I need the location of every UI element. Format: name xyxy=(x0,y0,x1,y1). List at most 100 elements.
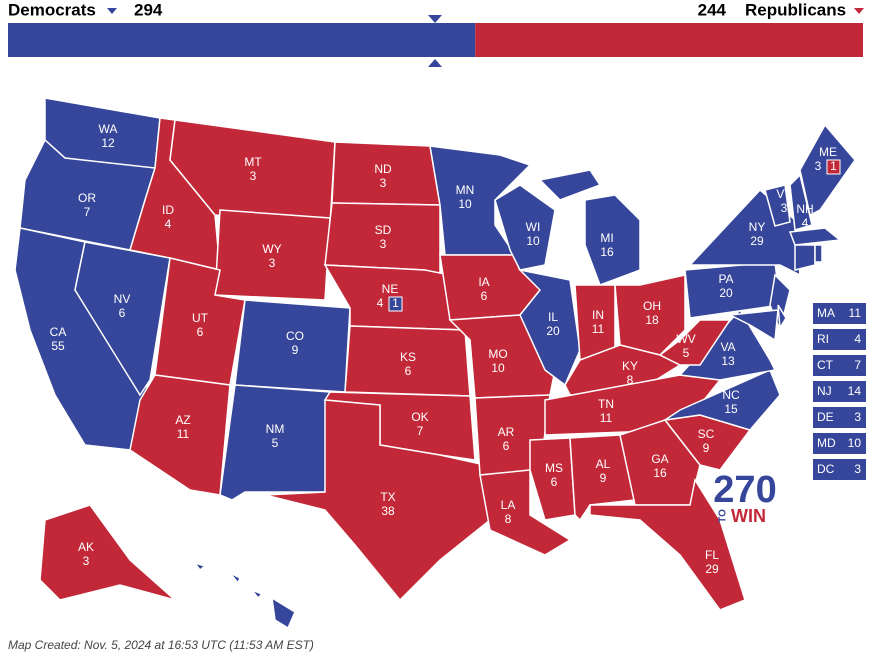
state-votes: 12 xyxy=(101,136,115,150)
split-box xyxy=(826,159,841,175)
state-abbr: ID xyxy=(162,203,174,217)
state-votes: 20 xyxy=(546,324,560,338)
state-votes: 13 xyxy=(721,354,735,368)
state[interactable] xyxy=(794,244,816,271)
state[interactable] xyxy=(494,184,556,271)
state[interactable] xyxy=(517,268,581,387)
dropdown-icon[interactable] xyxy=(107,8,117,14)
dem-bar xyxy=(8,23,476,57)
state-abbr: TX xyxy=(380,490,395,504)
state[interactable] xyxy=(193,561,207,572)
state-abbr: SC xyxy=(698,427,715,441)
state-votes: 7 xyxy=(417,424,424,438)
state-abbr: IL xyxy=(548,310,558,324)
small-state-box[interactable] xyxy=(813,433,866,454)
small-state-box[interactable] xyxy=(813,459,866,480)
split-box xyxy=(388,296,403,312)
state[interactable] xyxy=(429,145,532,256)
state-abbr: MN xyxy=(456,183,475,197)
state-votes: 3 xyxy=(380,176,387,190)
dem-label[interactable]: Democrats xyxy=(8,0,96,19)
state-votes: 18 xyxy=(645,313,659,327)
state-abbr: NM xyxy=(266,422,285,436)
state-abbr: FL xyxy=(705,548,719,562)
state[interactable] xyxy=(727,309,779,342)
state[interactable] xyxy=(658,319,732,366)
logo-win: WIN xyxy=(731,506,766,526)
state-votes: 5 xyxy=(683,346,690,360)
state-abbr: AL xyxy=(596,457,611,471)
state-votes: 16 xyxy=(600,245,614,259)
state-votes: 8 xyxy=(505,512,512,526)
state-votes: 15 xyxy=(724,402,738,416)
state[interactable] xyxy=(788,227,842,246)
marker-top xyxy=(428,15,442,23)
state-abbr: TN xyxy=(598,397,614,411)
state-votes: 3 xyxy=(854,410,861,424)
state-abbr: VT xyxy=(776,187,792,201)
state-abbr: MI xyxy=(600,231,613,245)
state-abbr: CO xyxy=(286,329,304,343)
state-votes: 10 xyxy=(526,234,540,248)
state-abbr: MT xyxy=(244,155,262,169)
state-votes: 6 xyxy=(119,306,126,320)
state-abbr: WI xyxy=(526,220,541,234)
logo: 270 TO WIN xyxy=(713,469,776,526)
state[interactable] xyxy=(249,588,264,600)
state-abbr: NJ xyxy=(817,384,832,398)
dem-votes: 294 xyxy=(134,0,163,19)
small-state-box[interactable] xyxy=(813,407,866,428)
state[interactable] xyxy=(129,374,231,496)
state[interactable] xyxy=(214,209,331,301)
state-abbr: MO xyxy=(488,347,507,361)
state-votes: 14 xyxy=(848,384,862,398)
state[interactable] xyxy=(584,194,641,286)
state[interactable] xyxy=(814,244,823,263)
small-state-box[interactable] xyxy=(813,303,866,324)
split-votes: 1 xyxy=(392,296,399,310)
state-votes: 11 xyxy=(849,306,862,320)
rep-label[interactable]: Republicans xyxy=(745,0,846,19)
state-abbr: CA xyxy=(50,325,67,339)
header: Democrats 294 244 Republicans xyxy=(8,0,864,19)
state[interactable] xyxy=(538,169,602,201)
state[interactable] xyxy=(764,184,791,227)
state-abbr: IN xyxy=(592,308,604,322)
state[interactable] xyxy=(271,596,296,630)
small-state-box[interactable] xyxy=(813,329,866,350)
state[interactable] xyxy=(777,304,787,331)
state-abbr: SD xyxy=(375,223,392,237)
state[interactable] xyxy=(789,173,813,231)
state-votes: 9 xyxy=(292,343,299,357)
state-votes: 4 xyxy=(802,216,809,230)
state-abbr: VA xyxy=(720,340,735,354)
state-votes: 11 xyxy=(600,411,613,425)
state-abbr: AK xyxy=(78,540,94,554)
state-abbr: AZ xyxy=(175,413,190,427)
state-abbr: HI xyxy=(254,599,266,613)
small-state-box[interactable] xyxy=(813,355,866,376)
small-state-box[interactable] xyxy=(813,381,866,402)
state-abbr: MD xyxy=(817,436,836,450)
state-abbr: NV xyxy=(114,292,131,306)
state[interactable] xyxy=(589,478,746,611)
state[interactable] xyxy=(39,504,176,601)
state-abbr: OK xyxy=(411,410,428,424)
state-votes: 20 xyxy=(719,286,733,300)
state-abbr: NH xyxy=(796,202,813,216)
state-abbr: KY xyxy=(622,359,638,373)
state[interactable] xyxy=(229,572,241,585)
state[interactable] xyxy=(264,399,491,602)
state-votes: 5 xyxy=(272,436,279,450)
state-abbr: MS xyxy=(545,461,563,475)
dropdown-icon[interactable] xyxy=(854,8,864,14)
state-votes: 11 xyxy=(592,322,605,336)
state-abbr: DE xyxy=(817,410,834,424)
state-votes: 29 xyxy=(705,562,719,576)
state-votes: 6 xyxy=(503,439,510,453)
state-votes: 29 xyxy=(750,234,764,248)
state-votes: 55 xyxy=(51,339,65,353)
state[interactable] xyxy=(529,437,576,521)
state-abbr: MA xyxy=(817,306,835,320)
